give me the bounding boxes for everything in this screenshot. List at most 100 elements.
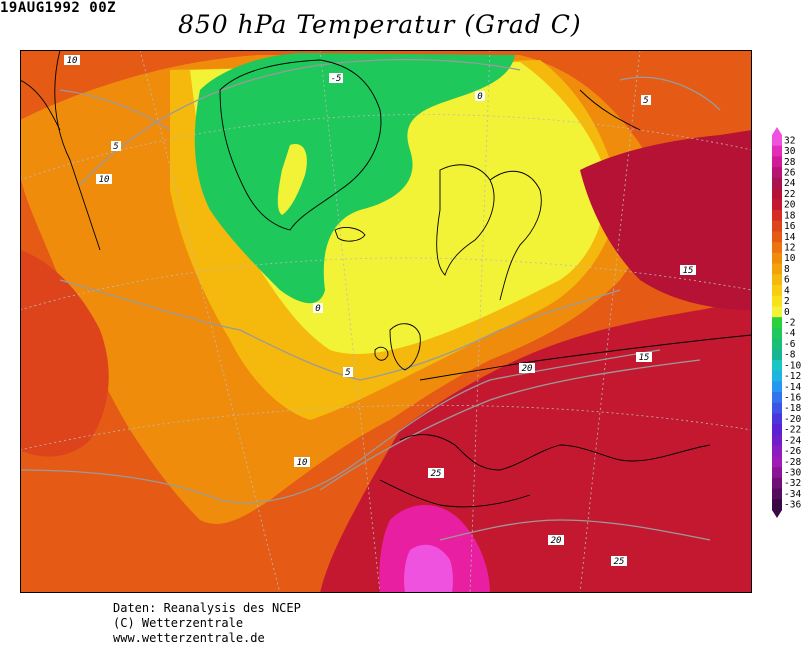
- legend-swatch: [772, 349, 782, 361]
- field-hot-east: [580, 130, 752, 310]
- credits-source: Daten: Reanalysis des NCEP: [113, 601, 301, 615]
- legend-swatch: [772, 402, 782, 415]
- legend-swatch: [772, 413, 782, 425]
- legend-swatch: [772, 424, 782, 436]
- svg-text:-5: -5: [331, 74, 342, 84]
- legend-label: 32: [784, 135, 795, 146]
- legend-label: -10: [784, 360, 801, 371]
- legend-label: 26: [784, 168, 796, 179]
- legend-labels: 32302826242220181614121086420-2-4-6-8-10…: [784, 135, 801, 510]
- legend-label: -12: [784, 371, 801, 382]
- svg-text:5: 5: [345, 368, 350, 378]
- legend-label: -24: [784, 435, 801, 446]
- map-title: 850 hPa Temperatur (Grad C): [178, 10, 582, 39]
- contour-label-20-b: 20: [548, 535, 564, 546]
- legend-swatch: [772, 242, 782, 254]
- contour-label-20: 20: [519, 363, 535, 374]
- contour-label-10-b: 10: [96, 174, 112, 185]
- contour-label-15-b: 15: [636, 352, 652, 363]
- legend-label: 30: [784, 146, 796, 157]
- svg-text:15: 15: [639, 353, 650, 363]
- legend-swatch: [772, 370, 782, 382]
- legend-label: -34: [784, 489, 801, 500]
- legend-swatch: [772, 231, 782, 243]
- map-frame: [20, 50, 752, 593]
- credits-website: www.wetterzentrale.de: [113, 631, 265, 645]
- legend-label: -28: [784, 457, 801, 468]
- svg-text:25: 25: [614, 557, 625, 567]
- legend-label: 6: [784, 275, 790, 286]
- legend-swatch: [772, 285, 782, 297]
- field-very-hot-core: [404, 544, 453, 593]
- timestamp: 19AUG1992 00Z: [0, 0, 117, 16]
- legend-label: -2: [784, 318, 795, 329]
- coastlines: [20, 50, 752, 508]
- legend-swatch: [772, 392, 782, 404]
- credits-copyright: (C) Wetterzentrale: [113, 616, 244, 630]
- legend-label: 22: [784, 189, 795, 200]
- legend-label: -32: [784, 478, 801, 489]
- legend-label: 10: [784, 253, 796, 264]
- contour-label-10: 10: [64, 55, 80, 66]
- svg-text:0: 0: [477, 92, 482, 102]
- legend-label: 16: [784, 221, 796, 232]
- field-cool-tongue: [277, 144, 307, 215]
- legend-swatch: [772, 177, 782, 190]
- legend-swatch: [772, 381, 782, 393]
- legend-swatch: [772, 188, 782, 200]
- legend-label: -22: [784, 425, 801, 436]
- legend-label: 20: [784, 200, 796, 211]
- legend-label: -14: [784, 382, 801, 393]
- contour-label-5-c: 5: [641, 95, 651, 106]
- credits: Daten: Reanalysis des NCEP (C) Wetterzen…: [113, 601, 301, 646]
- legend-label: -30: [784, 468, 801, 479]
- legend-swatch: [772, 252, 782, 265]
- svg-text:5: 5: [643, 96, 648, 106]
- legend-label: 4: [784, 285, 790, 296]
- legend-label: -16: [784, 393, 801, 404]
- legend-label: 18: [784, 210, 796, 221]
- contour-label-0: 0: [475, 91, 485, 102]
- svg-text:20: 20: [522, 364, 533, 374]
- legend-label: -18: [784, 403, 801, 414]
- contour-label-10-c: 10: [294, 457, 310, 468]
- temperature-map: -5 0 0 5 5 5 1: [20, 50, 752, 593]
- contour-label-15: 15: [680, 265, 696, 276]
- legend-label: 12: [784, 243, 795, 254]
- legend-swatch: [772, 317, 782, 329]
- legend-label: -8: [784, 350, 796, 361]
- legend-swatch: [772, 327, 782, 340]
- legend-swatch: [772, 135, 782, 147]
- legend-swatch: [772, 445, 782, 457]
- svg-text:5: 5: [113, 142, 118, 152]
- isotherms: [20, 58, 721, 541]
- legend-swatch: [772, 263, 782, 275]
- legend-swatch: [772, 167, 782, 179]
- legend-label: -6: [784, 339, 796, 350]
- legend-swatch: [772, 456, 782, 468]
- legend-swatch: [772, 145, 782, 157]
- legend-swatch: [772, 156, 782, 168]
- legend-swatch: [772, 295, 782, 307]
- legend-label: -26: [784, 446, 801, 457]
- legend-arrow-bottom: [772, 510, 782, 518]
- legend-arrow-top: [772, 127, 782, 135]
- legend-label: -4: [784, 328, 796, 339]
- legend-label: 14: [784, 232, 796, 243]
- legend-label: -20: [784, 414, 801, 425]
- legend-label: -36: [784, 500, 801, 511]
- legend-swatch: [772, 488, 782, 500]
- svg-text:15: 15: [683, 266, 694, 276]
- svg-text:10: 10: [297, 458, 308, 468]
- legend-label: 24: [784, 178, 796, 189]
- legend-label: 2: [784, 296, 790, 307]
- svg-text:25: 25: [431, 469, 442, 479]
- svg-text:10: 10: [99, 175, 110, 185]
- graticule: [20, 50, 752, 593]
- svg-text:20: 20: [551, 536, 562, 546]
- legend-label: 8: [784, 264, 790, 275]
- contour-label-0-b: 0: [313, 303, 323, 314]
- svg-text:10: 10: [67, 56, 78, 66]
- field-warm-west: [20, 250, 109, 457]
- legend-swatch: [772, 306, 782, 318]
